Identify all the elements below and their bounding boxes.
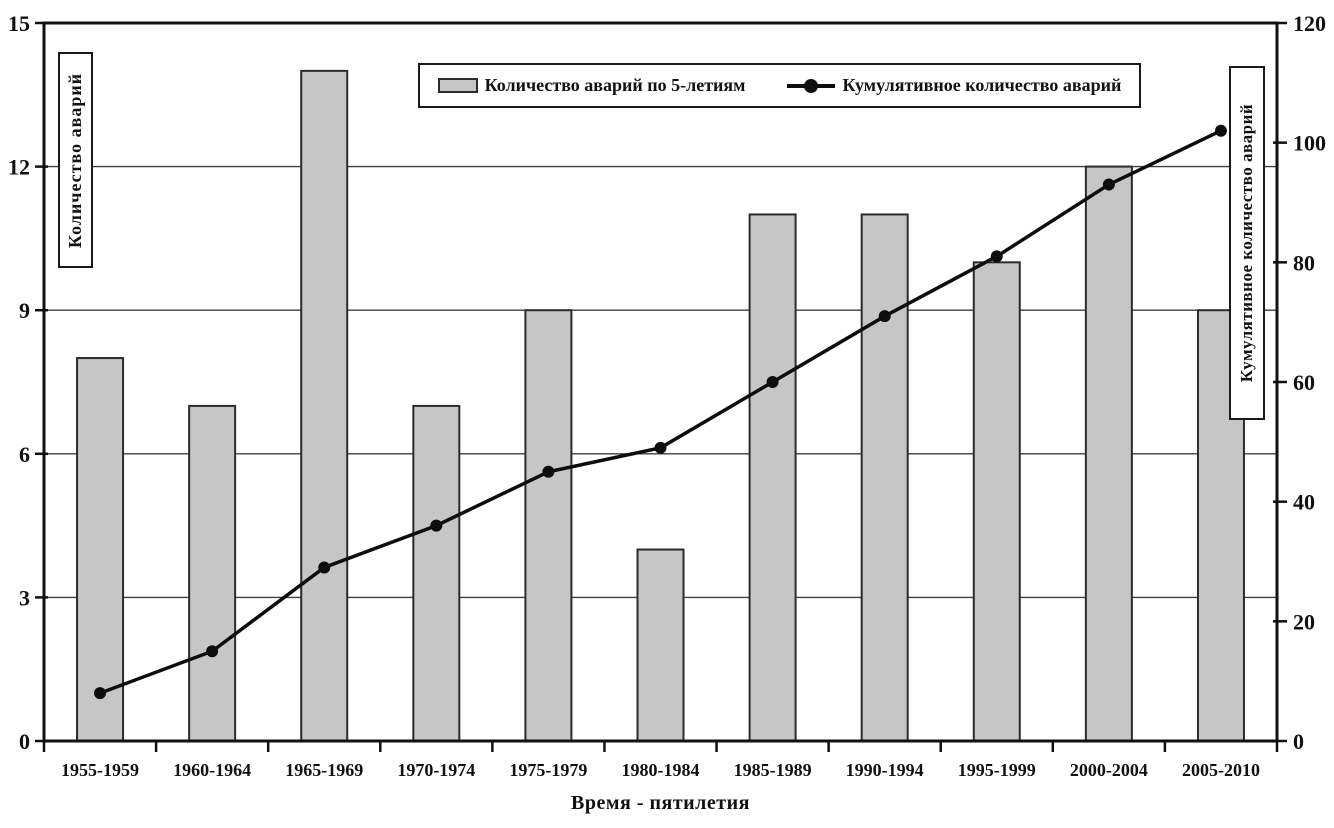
line-point-1985-1989 [766,376,779,388]
x-category-label-1965-1969: 1965-1969 [285,760,363,780]
line-dot-icon [804,78,819,93]
bar-1965-1969 [300,69,349,743]
x-axis-title: Время - пятилетия [571,792,750,814]
right-tick-label-100: 100 [1293,131,1326,156]
right-tick-label-80: 80 [1293,250,1315,275]
right-axis-title-box: Кумулятивное количество аварий [1229,66,1265,420]
left-tick-label-6: 6 [19,442,30,467]
right-axis-title: Кумулятивное количество аварий [1237,103,1257,383]
bar-1970-1974 [412,404,461,742]
bar-1990-1994 [860,213,909,742]
x-category-label-1970-1974: 1970-1974 [397,760,475,780]
left-tick-label-0: 0 [19,729,30,754]
x-category-label-2005-2010: 2005-2010 [1182,760,1260,780]
x-category-label-2000-2004: 2000-2004 [1070,760,1148,780]
legend-entry-line: Кумулятивное количество аварий [787,75,1121,96]
x-category-label-1960-1964: 1960-1964 [173,760,251,780]
left-axis-title-box: Количество аварий [58,52,93,268]
x-category-label-1990-1994: 1990-1994 [846,760,924,780]
x-category-label-1985-1989: 1985-1989 [734,760,812,780]
bar-1980-1984 [636,548,685,742]
legend-label-line: Кумулятивное количество аварий [842,75,1122,95]
line-point-2005-2010 [1214,124,1227,137]
right-tick-label-60: 60 [1293,370,1315,395]
legend-label-bars: Количество аварий по 5-летиям [484,75,746,95]
x-category-label-1995-1999: 1995-1999 [958,760,1036,780]
right-tick-label-20: 20 [1293,609,1315,634]
bar-1955-1959 [76,357,125,742]
bar-1975-1979 [524,309,573,742]
line-point-2000-2004 [1102,178,1115,191]
left-axis-title: Количество аварий [65,72,85,248]
x-category-label-1980-1984: 1980-1984 [622,760,700,780]
line-point-1960-1964 [206,645,219,658]
left-tick-label-15: 15 [8,11,30,36]
x-category-label-1955-1959: 1955-1959 [61,760,139,780]
line-point-1980-1984 [654,441,667,454]
line-point-1990-1994 [878,310,891,323]
right-tick-label-120: 120 [1293,11,1326,36]
bar-1995-1999 [972,261,1021,742]
line-point-1965-1969 [318,561,331,574]
line-point-1975-1979 [542,465,555,478]
right-tick-label-40: 40 [1293,490,1315,515]
x-category-label-1975-1979: 1975-1979 [509,760,587,780]
bar-1985-1989 [748,213,797,742]
legend: Количество аварий по 5-летиям Кумулятивн… [418,63,1141,108]
bar-swatch-icon [437,78,478,93]
line-point-1995-1999 [990,250,1003,263]
left-tick-label-12: 12 [8,155,30,180]
line-point-1970-1974 [430,519,443,532]
bar-2000-2004 [1084,165,1133,743]
line-point-1955-1959 [94,687,107,700]
legend-entry-bars: Количество аварий по 5-летиям [437,75,746,96]
right-tick-label-0: 0 [1293,729,1304,754]
left-tick-label-9: 9 [19,298,30,323]
bar-1960-1964 [188,404,237,742]
left-tick-label-3: 3 [19,585,30,610]
line-marker-icon [787,78,836,93]
